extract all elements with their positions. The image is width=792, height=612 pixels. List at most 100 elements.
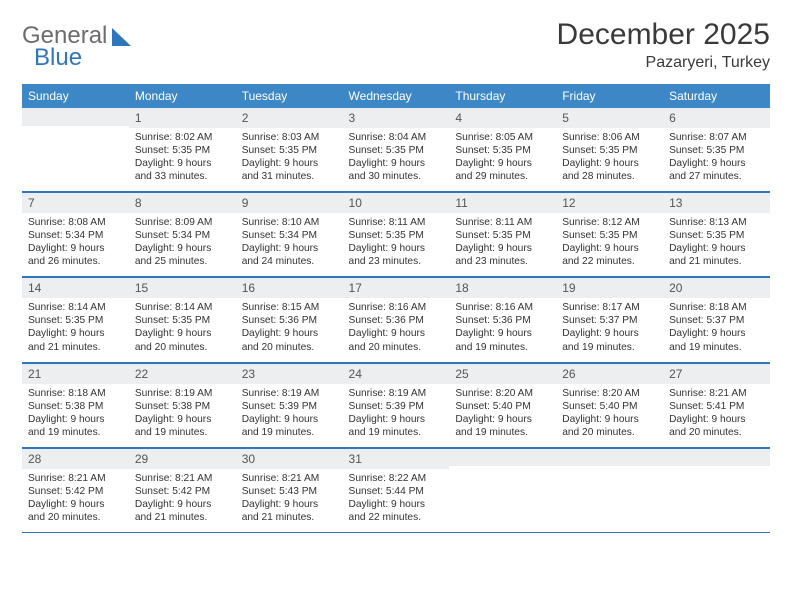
sunset-text: Sunset: 5:35 PM — [349, 229, 444, 242]
day-body: Sunrise: 8:17 AMSunset: 5:37 PMDaylight:… — [556, 298, 663, 361]
calendar-day-cell: 14Sunrise: 8:14 AMSunset: 5:35 PMDayligh… — [22, 277, 129, 362]
sunrise-text: Sunrise: 8:19 AM — [242, 387, 337, 400]
day-number: 7 — [22, 192, 129, 213]
sunset-text: Sunset: 5:40 PM — [562, 400, 657, 413]
day-body — [449, 466, 556, 520]
daylight-text: Daylight: 9 hours and 19 minutes. — [28, 413, 123, 439]
calendar-day-cell: 12Sunrise: 8:12 AMSunset: 5:35 PMDayligh… — [556, 192, 663, 277]
day-body: Sunrise: 8:12 AMSunset: 5:35 PMDaylight:… — [556, 213, 663, 276]
day-body: Sunrise: 8:18 AMSunset: 5:37 PMDaylight:… — [663, 298, 770, 361]
sunset-text: Sunset: 5:37 PM — [669, 314, 764, 327]
calendar-day-cell: 5Sunrise: 8:06 AMSunset: 5:35 PMDaylight… — [556, 108, 663, 192]
daylight-text: Daylight: 9 hours and 26 minutes. — [28, 242, 123, 268]
day-body: Sunrise: 8:10 AMSunset: 5:34 PMDaylight:… — [236, 213, 343, 276]
sunrise-text: Sunrise: 8:10 AM — [242, 216, 337, 229]
daylight-text: Daylight: 9 hours and 33 minutes. — [135, 157, 230, 183]
daylight-text: Daylight: 9 hours and 21 minutes. — [242, 498, 337, 524]
calendar-body: 1Sunrise: 8:02 AMSunset: 5:35 PMDaylight… — [22, 108, 770, 532]
calendar-day-cell: 31Sunrise: 8:22 AMSunset: 5:44 PMDayligh… — [343, 447, 450, 532]
sunset-text: Sunset: 5:36 PM — [242, 314, 337, 327]
weekday-header: Wednesday — [343, 84, 450, 108]
day-body: Sunrise: 8:06 AMSunset: 5:35 PMDaylight:… — [556, 128, 663, 191]
sunrise-text: Sunrise: 8:21 AM — [135, 472, 230, 485]
sunset-text: Sunset: 5:34 PM — [242, 229, 337, 242]
calendar-day-cell: 23Sunrise: 8:19 AMSunset: 5:39 PMDayligh… — [236, 362, 343, 447]
sunrise-text: Sunrise: 8:14 AM — [28, 301, 123, 314]
day-body: Sunrise: 8:19 AMSunset: 5:39 PMDaylight:… — [236, 384, 343, 447]
sunset-text: Sunset: 5:38 PM — [28, 400, 123, 413]
sunset-text: Sunset: 5:37 PM — [562, 314, 657, 327]
daylight-text: Daylight: 9 hours and 19 minutes. — [455, 327, 550, 353]
calendar-week-row: 21Sunrise: 8:18 AMSunset: 5:38 PMDayligh… — [22, 362, 770, 447]
daylight-text: Daylight: 9 hours and 23 minutes. — [455, 242, 550, 268]
calendar-week-row: 1Sunrise: 8:02 AMSunset: 5:35 PMDaylight… — [22, 108, 770, 192]
day-body — [663, 466, 770, 520]
day-number: 5 — [556, 108, 663, 128]
day-number: 3 — [343, 108, 450, 128]
sunset-text: Sunset: 5:36 PM — [455, 314, 550, 327]
calendar-day-cell: 13Sunrise: 8:13 AMSunset: 5:35 PMDayligh… — [663, 192, 770, 277]
calendar-day-cell — [663, 447, 770, 532]
day-body: Sunrise: 8:03 AMSunset: 5:35 PMDaylight:… — [236, 128, 343, 191]
calendar-day-cell: 22Sunrise: 8:19 AMSunset: 5:38 PMDayligh… — [129, 362, 236, 447]
day-number — [556, 448, 663, 466]
sunset-text: Sunset: 5:35 PM — [349, 144, 444, 157]
calendar-day-cell: 17Sunrise: 8:16 AMSunset: 5:36 PMDayligh… — [343, 277, 450, 362]
calendar-day-cell: 7 Sunrise: 8:08 AMSunset: 5:34 PMDaylight… — [22, 192, 129, 277]
daylight-text: Daylight: 9 hours and 24 minutes. — [242, 242, 337, 268]
day-body: Sunrise: 8:07 AMSunset: 5:35 PMDaylight:… — [663, 128, 770, 191]
calendar-day-cell: 30Sunrise: 8:21 AMSunset: 5:43 PMDayligh… — [236, 447, 343, 532]
daylight-text: Daylight: 9 hours and 31 minutes. — [242, 157, 337, 183]
calendar-week-row: 14Sunrise: 8:14 AMSunset: 5:35 PMDayligh… — [22, 277, 770, 362]
calendar-day-cell: 16Sunrise: 8:15 AMSunset: 5:36 PMDayligh… — [236, 277, 343, 362]
day-body: Sunrise: 8:22 AMSunset: 5:44 PMDaylight:… — [343, 469, 450, 532]
daylight-text: Daylight: 9 hours and 29 minutes. — [455, 157, 550, 183]
daylight-text: Daylight: 9 hours and 28 minutes. — [562, 157, 657, 183]
sunset-text: Sunset: 5:35 PM — [135, 144, 230, 157]
day-number: 22 — [129, 363, 236, 384]
sunrise-text: Sunrise: 8:14 AM — [135, 301, 230, 314]
day-body: Sunrise: 8:11 AMSunset: 5:35 PMDaylight:… — [449, 213, 556, 276]
day-number: 23 — [236, 363, 343, 384]
sunset-text: Sunset: 5:34 PM — [28, 229, 123, 242]
calendar-day-cell: 26Sunrise: 8:20 AMSunset: 5:40 PMDayligh… — [556, 362, 663, 447]
calendar-day-cell: 29Sunrise: 8:21 AMSunset: 5:42 PMDayligh… — [129, 447, 236, 532]
daylight-text: Daylight: 9 hours and 20 minutes. — [135, 327, 230, 353]
sunset-text: Sunset: 5:35 PM — [562, 144, 657, 157]
day-number: 9 — [236, 192, 343, 213]
daylight-text: Daylight: 9 hours and 22 minutes. — [349, 498, 444, 524]
day-number: 31 — [343, 448, 450, 469]
sunset-text: Sunset: 5:41 PM — [669, 400, 764, 413]
day-number: 29 — [129, 448, 236, 469]
daylight-text: Daylight: 9 hours and 19 minutes. — [135, 413, 230, 439]
calendar-day-cell: 15Sunrise: 8:14 AMSunset: 5:35 PMDayligh… — [129, 277, 236, 362]
sunrise-text: Sunrise: 8:21 AM — [242, 472, 337, 485]
day-body: Sunrise: 8:19 AMSunset: 5:39 PMDaylight:… — [343, 384, 450, 447]
day-body — [22, 126, 129, 180]
day-number: 19 — [556, 277, 663, 298]
daylight-text: Daylight: 9 hours and 20 minutes. — [562, 413, 657, 439]
day-number: 12 — [556, 192, 663, 213]
sunset-text: Sunset: 5:39 PM — [349, 400, 444, 413]
weekday-header: Saturday — [663, 84, 770, 108]
sunset-text: Sunset: 5:35 PM — [135, 314, 230, 327]
sunset-text: Sunset: 5:36 PM — [349, 314, 444, 327]
calendar-day-cell: 4Sunrise: 8:05 AMSunset: 5:35 PMDaylight… — [449, 108, 556, 192]
day-number: 28 — [22, 448, 129, 469]
daylight-text: Daylight: 9 hours and 27 minutes. — [669, 157, 764, 183]
calendar-day-cell: 11Sunrise: 8:11 AMSunset: 5:35 PMDayligh… — [449, 192, 556, 277]
day-number: 6 — [663, 108, 770, 128]
sunrise-text: Sunrise: 8:20 AM — [455, 387, 550, 400]
weekday-header: Friday — [556, 84, 663, 108]
day-number: 11 — [449, 192, 556, 213]
sunrise-text: Sunrise: 8:21 AM — [28, 472, 123, 485]
day-number — [22, 108, 129, 126]
day-number: 21 — [22, 363, 129, 384]
day-number: 18 — [449, 277, 556, 298]
daylight-text: Daylight: 9 hours and 20 minutes. — [242, 327, 337, 353]
daylight-text: Daylight: 9 hours and 21 minutes. — [135, 498, 230, 524]
day-body: Sunrise: 8:21 AMSunset: 5:41 PMDaylight:… — [663, 384, 770, 447]
sunrise-text: Sunrise: 8:08 AM — [28, 216, 123, 229]
calendar-day-cell: 21Sunrise: 8:18 AMSunset: 5:38 PMDayligh… — [22, 362, 129, 447]
day-body: Sunrise: 8:16 AMSunset: 5:36 PMDaylight:… — [343, 298, 450, 361]
